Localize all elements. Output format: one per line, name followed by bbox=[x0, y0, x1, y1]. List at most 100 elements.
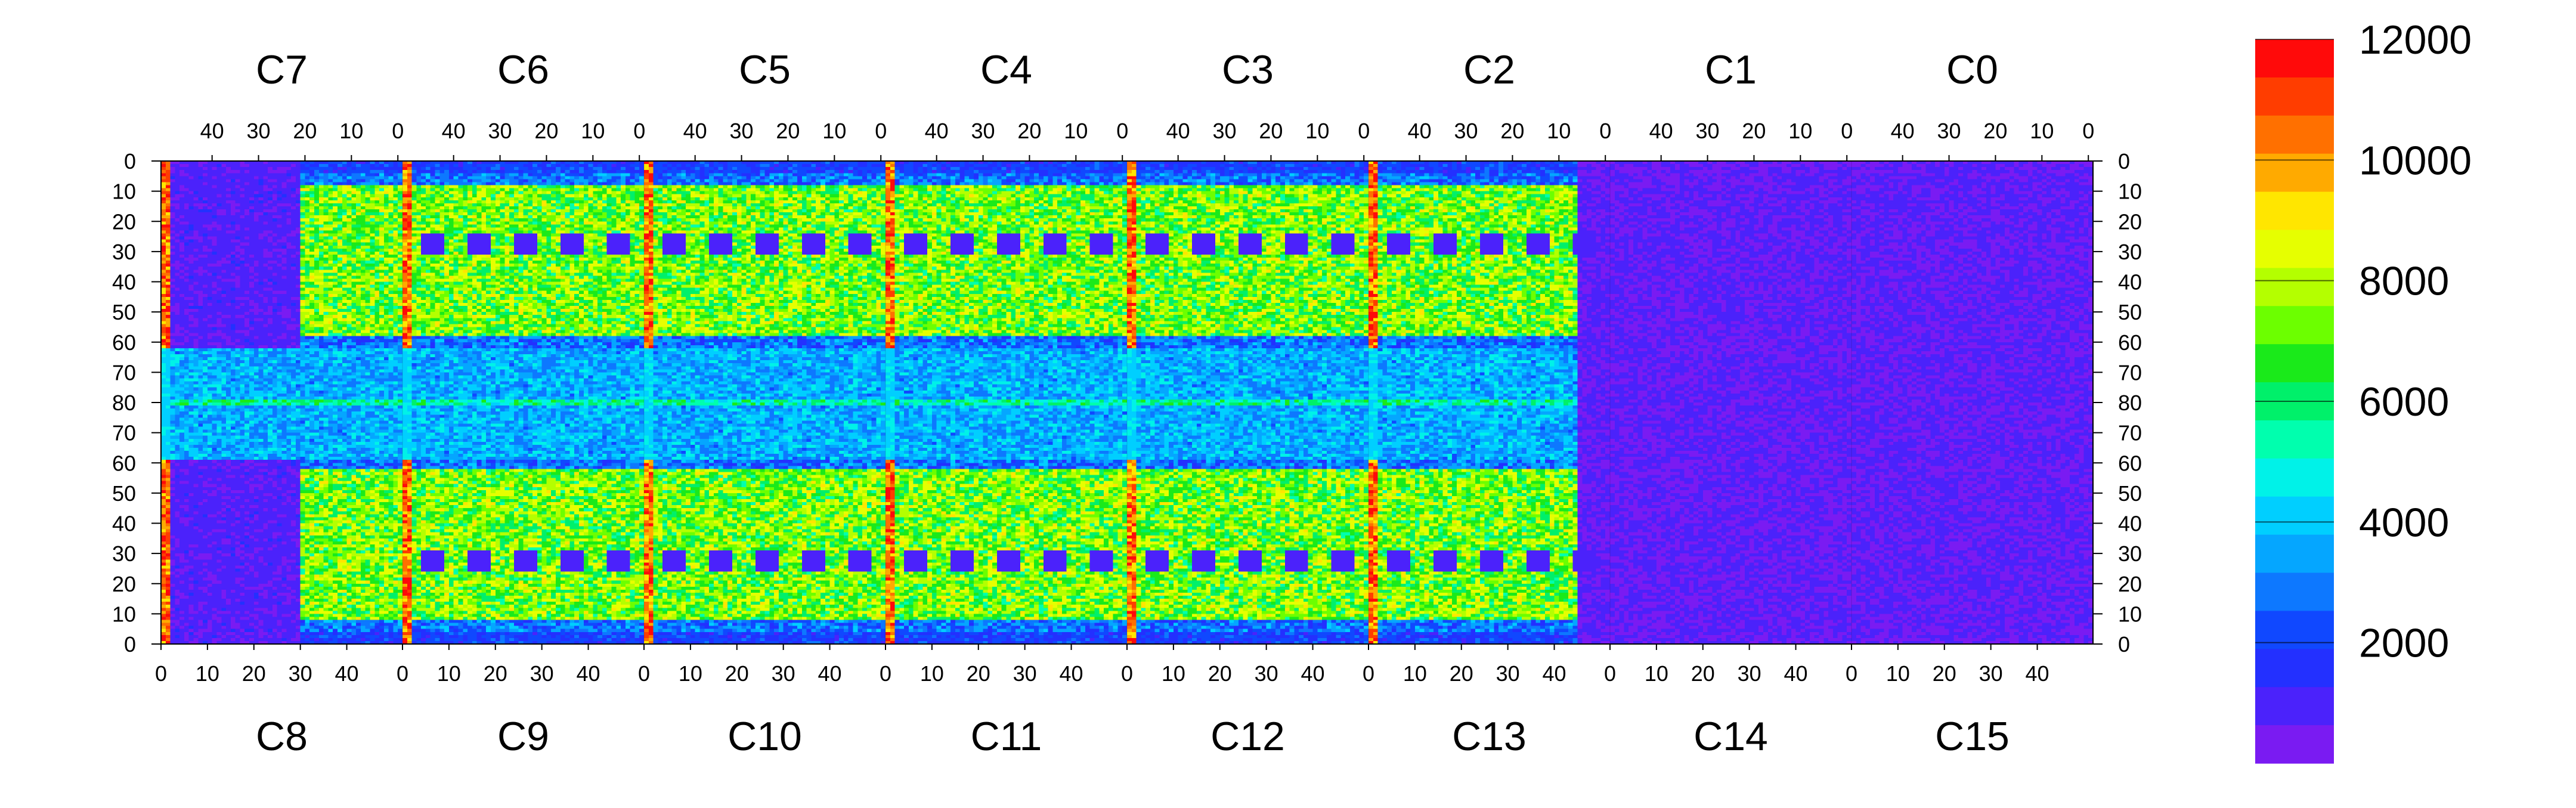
colorbar-segment bbox=[2255, 649, 2334, 688]
bottom-tick-label: 10 bbox=[1886, 661, 1910, 686]
y-tick-label-right: 60 bbox=[2118, 451, 2142, 475]
bottom-tick-label: 30 bbox=[289, 661, 312, 686]
top-tick-label: 10 bbox=[2030, 119, 2054, 143]
bottom-tick-label: 10 bbox=[1162, 661, 1185, 686]
bottom-tick-label: 20 bbox=[967, 661, 990, 686]
top-tick-label: 30 bbox=[1454, 119, 1478, 143]
colorbar-tick-label: 12000 bbox=[2359, 17, 2472, 63]
y-tick-label-left: 70 bbox=[112, 421, 136, 445]
top-tick-label: 40 bbox=[200, 119, 224, 143]
y-tick-label-left: 10 bbox=[112, 602, 136, 626]
colorbar-segment bbox=[2255, 344, 2334, 383]
y-tick-label-left: 60 bbox=[112, 451, 136, 475]
bottom-chip-label: C13 bbox=[1452, 714, 1527, 759]
bottom-chip-label: C10 bbox=[727, 714, 802, 759]
colorbar-segment bbox=[2255, 39, 2334, 78]
bottom-chip-label: C9 bbox=[497, 714, 549, 759]
top-chip-label: C7 bbox=[256, 47, 308, 92]
y-tick-label-left: 80 bbox=[112, 391, 136, 415]
bottom-chip-label: C14 bbox=[1693, 714, 1768, 759]
y-tick-label-left: 30 bbox=[112, 541, 136, 566]
top-tick-label: 20 bbox=[1500, 119, 1524, 143]
top-chip-label: C5 bbox=[739, 47, 791, 92]
top-tick-label: 40 bbox=[683, 119, 707, 143]
top-tick-label: 40 bbox=[1408, 119, 1432, 143]
colorbar-segment bbox=[2255, 572, 2334, 612]
colorbar-tick-label: 8000 bbox=[2359, 259, 2449, 304]
colorbar-tick-label: 6000 bbox=[2359, 379, 2449, 425]
bottom-tick-label: 40 bbox=[2026, 661, 2049, 686]
bottom-tick-label: 0 bbox=[1604, 661, 1616, 686]
top-chip-label: C2 bbox=[1463, 47, 1515, 92]
bottom-tick-label: 40 bbox=[1060, 661, 1083, 686]
bottom-tick-label: 40 bbox=[335, 661, 359, 686]
y-tick-label-left: 30 bbox=[112, 240, 136, 264]
y-tick-label-left: 40 bbox=[112, 512, 136, 536]
bottom-tick-label: 10 bbox=[196, 661, 219, 686]
top-tick-label: 10 bbox=[581, 119, 605, 143]
y-tick-label-left: 10 bbox=[112, 179, 136, 204]
top-tick-label: 20 bbox=[776, 119, 800, 143]
bottom-tick-label: 30 bbox=[530, 661, 554, 686]
top-tick-label: 20 bbox=[1259, 119, 1283, 143]
bottom-tick-label: 20 bbox=[242, 661, 266, 686]
bottom-tick-label: 30 bbox=[772, 661, 795, 686]
bottom-tick-label: 0 bbox=[155, 661, 167, 686]
bottom-tick-label: 10 bbox=[920, 661, 944, 686]
top-chip-label: C3 bbox=[1222, 47, 1274, 92]
y-tick-label-right: 40 bbox=[2118, 270, 2142, 295]
top-chip-label: C4 bbox=[980, 47, 1032, 92]
bottom-tick-label: 10 bbox=[437, 661, 461, 686]
heatmap-image bbox=[161, 161, 2093, 644]
colorbar-segment bbox=[2255, 191, 2334, 231]
y-tick-label-right: 50 bbox=[2118, 300, 2142, 324]
bottom-tick-label: 20 bbox=[1691, 661, 1715, 686]
colorbar-segment bbox=[2255, 687, 2334, 726]
bottom-tick-label: 20 bbox=[1450, 661, 1473, 686]
bottom-chip-label: C15 bbox=[1935, 714, 2010, 759]
bottom-tick-label: 0 bbox=[397, 661, 408, 686]
bottom-tick-label: 10 bbox=[1645, 661, 1668, 686]
colorbar-segment bbox=[2255, 496, 2334, 535]
y-tick-label-right: 0 bbox=[2118, 149, 2130, 174]
bottom-tick-label: 0 bbox=[1121, 661, 1133, 686]
top-tick-label: 40 bbox=[1891, 119, 1915, 143]
top-tick-label: 30 bbox=[971, 119, 995, 143]
top-tick-label: 30 bbox=[488, 119, 512, 143]
colorbar-segment bbox=[2255, 458, 2334, 497]
top-tick-label: 10 bbox=[339, 119, 363, 143]
y-tick-label-right: 70 bbox=[2118, 421, 2142, 445]
colorbar-segment bbox=[2255, 306, 2334, 345]
y-tick-label-left: 0 bbox=[124, 149, 136, 174]
top-tick-label: 20 bbox=[293, 119, 317, 143]
bottom-chip-label: C12 bbox=[1210, 714, 1285, 759]
bottom-tick-label: 0 bbox=[638, 661, 650, 686]
bottom-tick-label: 30 bbox=[1738, 661, 1761, 686]
y-tick-label-right: 30 bbox=[2118, 240, 2142, 264]
colorbar-segment bbox=[2255, 77, 2334, 116]
top-chip-label: C1 bbox=[1705, 47, 1757, 92]
top-tick-label: 20 bbox=[1742, 119, 1766, 143]
top-tick-label: 10 bbox=[1064, 119, 1088, 143]
axes: C7 C6 C5 C4 C3 C2 C1 C0 C8 C9 C10 C11 C12 C13 C14 C15 40… bbox=[112, 47, 2142, 759]
bottom-tick-label: 0 bbox=[1363, 661, 1374, 686]
y-tick-label-right: 20 bbox=[2118, 572, 2142, 596]
top-tick-label: 40 bbox=[1649, 119, 1673, 143]
bottom-tick-label: 10 bbox=[1403, 661, 1427, 686]
y-tick-label-left: 50 bbox=[112, 300, 136, 324]
colorbar-segment bbox=[2255, 230, 2334, 268]
y-tick-label-right: 10 bbox=[2118, 602, 2142, 626]
top-tick-label: 0 bbox=[875, 119, 887, 143]
y-tick-label-left: 60 bbox=[112, 330, 136, 355]
colorbar-segment bbox=[2255, 268, 2334, 307]
y-tick-label-right: 80 bbox=[2118, 391, 2142, 415]
y-tick-label-left: 20 bbox=[112, 572, 136, 596]
top-tick-label: 10 bbox=[1788, 119, 1812, 143]
bottom-tick-label: 0 bbox=[880, 661, 891, 686]
y-tick-label-left: 0 bbox=[124, 632, 136, 657]
top-tick-label: 40 bbox=[1166, 119, 1190, 143]
bottom-tick-label: 40 bbox=[1543, 661, 1566, 686]
top-tick-label: 0 bbox=[1358, 119, 1370, 143]
